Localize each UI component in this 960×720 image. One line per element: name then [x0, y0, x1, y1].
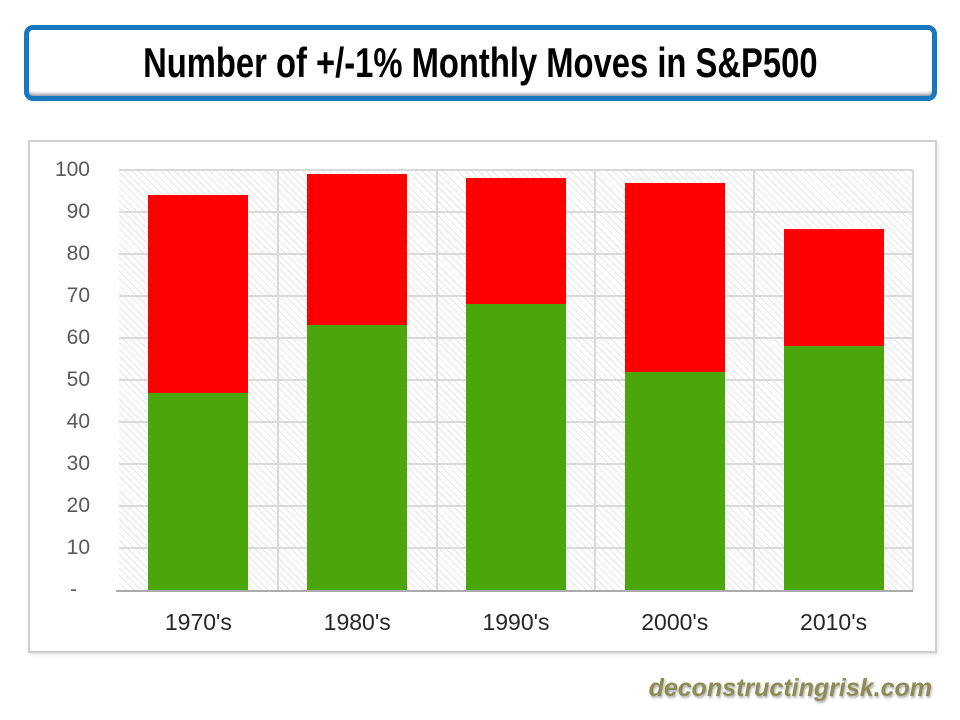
y-tick-label-90: 90 [66, 200, 90, 223]
y-tick-label-0: - [70, 578, 77, 601]
x-axis-line [116, 590, 913, 592]
bar-1990s-up-moves [466, 304, 566, 590]
x-tick-label-1990s: 1990's [482, 609, 550, 635]
plot-area [119, 169, 914, 590]
bar-1980s-down-moves [307, 174, 408, 326]
bar-2000s-up-moves [624, 371, 725, 590]
y-tick-label-10: 10 [66, 536, 90, 559]
x-tick-label-2010s: 2010's [800, 609, 868, 635]
bar-1990s-down-moves [466, 178, 566, 305]
bar-1970s-up-moves [148, 392, 249, 590]
x-tick-label-1980s: 1980's [323, 609, 391, 635]
watermark-text: deconstructingrisk.com [648, 674, 932, 702]
chart-panel: 100 90 80 70 60 50 40 30 20 10 - 1970's 1980's 1990'… [28, 140, 937, 653]
y-tick-label-20: 20 [66, 494, 90, 517]
y-tick-label-40: 40 [66, 410, 90, 433]
gridline-vertical-4 [753, 170, 756, 590]
bar-2010s-down-moves [783, 228, 884, 347]
chart-title: Number of +/-1% Monthly Moves in S&P500 [143, 39, 818, 86]
bar-1970s-down-moves [148, 195, 249, 393]
x-tick-label-2000s: 2000's [641, 609, 709, 635]
gridline-vertical-2 [435, 170, 438, 590]
y-tick-label-80: 80 [66, 242, 90, 265]
chart-title-box: Number of +/-1% Monthly Moves in S&P500 [24, 25, 937, 101]
y-tick-label-70: 70 [66, 284, 90, 307]
y-tick-label-100: 100 [54, 158, 90, 181]
gridline-vertical-1 [276, 170, 279, 590]
bar-2010s-up-moves [783, 346, 884, 590]
y-tick-label-60: 60 [66, 326, 90, 349]
y-tick-label-30: 30 [66, 452, 90, 475]
x-tick-label-1970s: 1970's [164, 609, 232, 635]
bar-2000s-down-moves [624, 182, 725, 372]
y-tick-label-50: 50 [66, 368, 90, 391]
gridline-vertical-3 [594, 170, 597, 590]
gridline-vertical-5 [912, 170, 914, 590]
bar-1980s-up-moves [307, 325, 408, 590]
gridline-horizontal-100 [119, 169, 913, 171]
